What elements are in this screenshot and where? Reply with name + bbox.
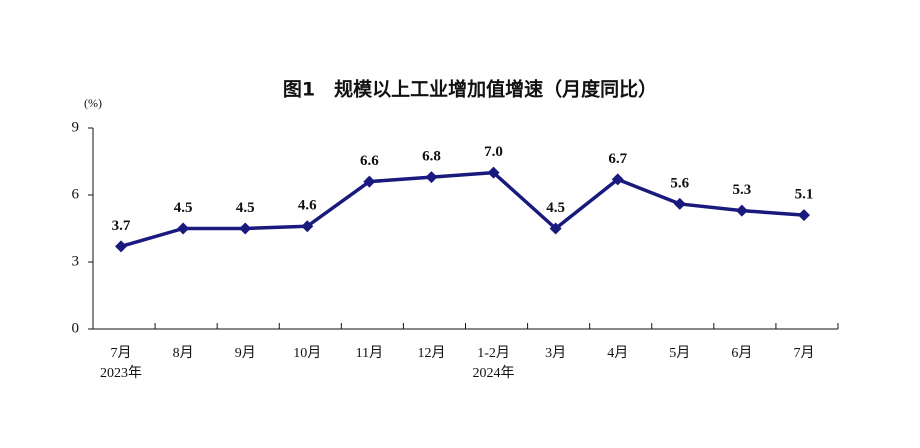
marker bbox=[425, 171, 438, 184]
x-year-label: 2024年 bbox=[473, 365, 515, 381]
chart-title: 图1 规模以上工业增加值增速（月度同比） bbox=[283, 78, 657, 101]
y-tick-label: 0 bbox=[72, 320, 80, 336]
y-unit: (%) bbox=[84, 96, 102, 110]
x-tick-label: 7月 bbox=[111, 345, 132, 361]
marker bbox=[797, 209, 810, 222]
x-tick-label: 1-2月 bbox=[477, 345, 510, 361]
data-label: 6.8 bbox=[422, 149, 441, 165]
data-label: 5.6 bbox=[670, 175, 689, 191]
x-tick-label: 3月 bbox=[545, 345, 566, 361]
x-tick-label: 4月 bbox=[607, 345, 628, 361]
marker bbox=[611, 173, 624, 186]
data-label: 4.5 bbox=[174, 200, 193, 216]
data-label: 4.5 bbox=[546, 200, 565, 216]
data-label: 4.5 bbox=[236, 200, 255, 216]
x-tick-label: 12月 bbox=[417, 345, 445, 361]
marker bbox=[363, 175, 376, 188]
y-tick-label: 3 bbox=[72, 253, 80, 269]
data-label: 6.6 bbox=[360, 153, 379, 169]
x-tick-label: 10月 bbox=[293, 345, 321, 361]
line bbox=[120, 170, 805, 249]
marker bbox=[549, 222, 562, 235]
marker bbox=[115, 240, 128, 253]
data-label: 5.1 bbox=[795, 187, 814, 203]
x-tick-label: 7月 bbox=[793, 345, 814, 361]
data-label: 7.0 bbox=[484, 144, 503, 160]
marker bbox=[239, 222, 252, 235]
marker bbox=[673, 197, 686, 210]
marker bbox=[487, 166, 500, 179]
data-label: 3.7 bbox=[112, 218, 131, 234]
x-tick-label: 5月 bbox=[669, 345, 690, 361]
x-tick-label: 9月 bbox=[235, 345, 256, 361]
marker bbox=[177, 222, 190, 235]
data-label: 5.3 bbox=[733, 182, 752, 198]
marker bbox=[301, 220, 314, 233]
x-tick-label: 6月 bbox=[731, 345, 752, 361]
y-tick-label: 6 bbox=[72, 186, 80, 202]
x-year-label: 2023年 bbox=[100, 365, 142, 381]
x-tick-label: 11月 bbox=[356, 345, 383, 361]
data-label: 4.6 bbox=[298, 198, 317, 214]
y-tick-label: 9 bbox=[72, 119, 80, 135]
data-label: 6.7 bbox=[608, 151, 627, 167]
x-tick-label: 8月 bbox=[173, 345, 194, 361]
marker bbox=[735, 204, 748, 217]
